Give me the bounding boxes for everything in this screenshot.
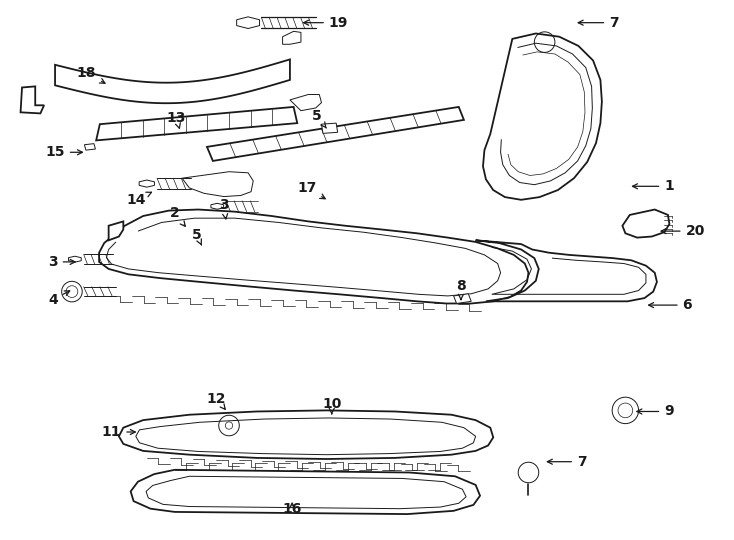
Text: 8: 8 xyxy=(456,279,466,300)
Polygon shape xyxy=(187,237,201,244)
Polygon shape xyxy=(119,410,493,459)
Polygon shape xyxy=(454,294,471,303)
Text: 9: 9 xyxy=(637,404,674,418)
Text: 6: 6 xyxy=(649,298,692,312)
Polygon shape xyxy=(483,33,602,200)
Text: 17: 17 xyxy=(297,181,325,199)
Polygon shape xyxy=(99,210,528,303)
Circle shape xyxy=(62,281,82,302)
Text: 5: 5 xyxy=(192,228,202,245)
Circle shape xyxy=(612,397,639,423)
Polygon shape xyxy=(139,180,154,187)
Text: 16: 16 xyxy=(283,502,302,516)
Text: 7: 7 xyxy=(578,16,619,30)
Circle shape xyxy=(518,462,539,483)
Polygon shape xyxy=(476,240,657,301)
Text: 4: 4 xyxy=(48,291,70,307)
Text: 3: 3 xyxy=(219,198,229,219)
Text: 14: 14 xyxy=(126,192,151,207)
Polygon shape xyxy=(622,210,669,238)
Text: 11: 11 xyxy=(102,425,135,439)
Text: 7: 7 xyxy=(548,455,586,469)
Polygon shape xyxy=(109,221,123,240)
Polygon shape xyxy=(55,59,290,103)
Text: 15: 15 xyxy=(46,145,82,159)
Circle shape xyxy=(534,32,555,52)
Polygon shape xyxy=(321,123,338,133)
Text: 10: 10 xyxy=(322,397,341,414)
Polygon shape xyxy=(21,86,44,113)
Polygon shape xyxy=(133,428,149,436)
Text: 13: 13 xyxy=(167,111,186,129)
Circle shape xyxy=(225,422,233,429)
Text: 20: 20 xyxy=(661,224,705,238)
Text: 5: 5 xyxy=(312,109,327,128)
Polygon shape xyxy=(207,107,464,161)
Polygon shape xyxy=(211,203,224,209)
Polygon shape xyxy=(236,17,260,29)
Polygon shape xyxy=(96,107,297,140)
Text: 12: 12 xyxy=(207,392,226,409)
Polygon shape xyxy=(68,256,81,262)
Text: 18: 18 xyxy=(77,66,105,83)
Text: 3: 3 xyxy=(48,255,75,269)
Text: 1: 1 xyxy=(633,179,674,193)
Polygon shape xyxy=(131,470,480,514)
Polygon shape xyxy=(84,144,95,150)
Circle shape xyxy=(219,415,239,436)
Polygon shape xyxy=(283,31,301,44)
Polygon shape xyxy=(182,172,253,197)
Text: 19: 19 xyxy=(304,16,348,30)
Polygon shape xyxy=(290,94,321,111)
Text: 2: 2 xyxy=(170,206,185,226)
